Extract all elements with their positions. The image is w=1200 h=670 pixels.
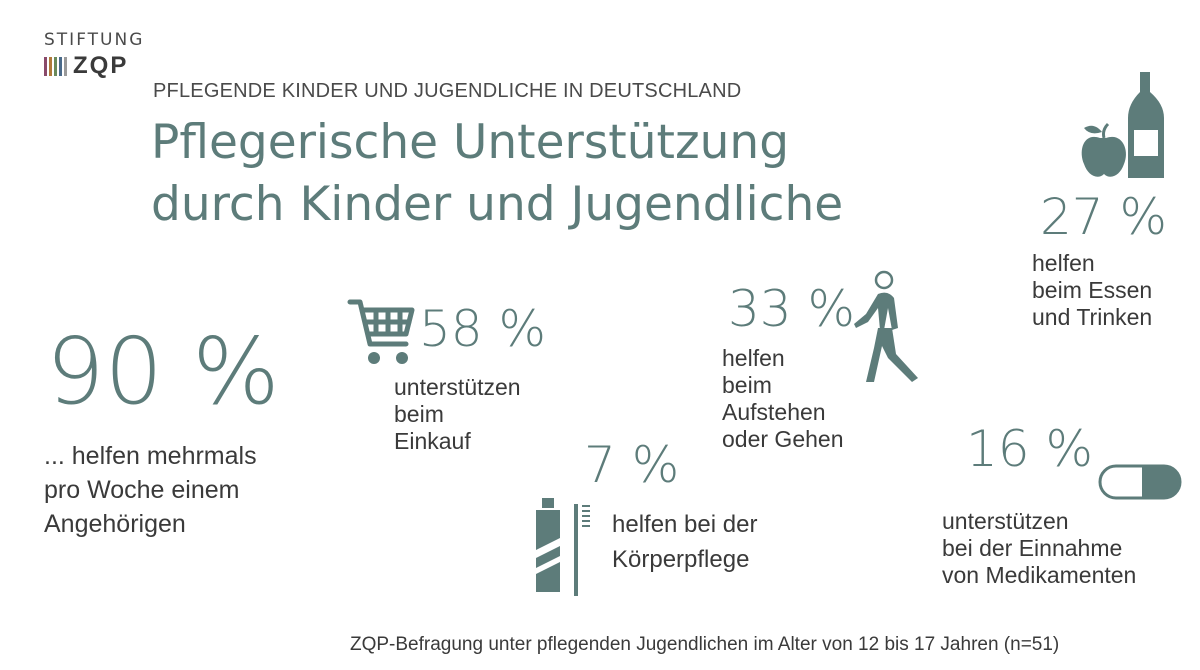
eating-line: beim Essen	[1032, 277, 1153, 303]
kicker: PFLEGENDE KINDER UND JUGENDLICHE IN DEUT…	[153, 80, 742, 102]
medication-line: unterstützen	[942, 508, 1069, 534]
medication-percentage: 16 %	[966, 420, 1094, 478]
medication-line: von Medikamenten	[942, 562, 1137, 588]
pill-capsule-icon	[1098, 464, 1182, 500]
shopping-percentage: 58 %	[419, 300, 547, 358]
page-title: Pflegerische Unterstützung durch Kinder …	[151, 112, 843, 236]
weekly-line: Angehörigen	[44, 510, 186, 538]
mobility-percentage: 33 %	[728, 280, 856, 338]
logo-bars-icon	[44, 56, 69, 76]
medication-line: bei der Einnahme	[942, 535, 1123, 561]
walking-person-icon	[854, 270, 918, 382]
medication-description: unterstützen bei der Einnahme von Medika…	[942, 508, 1136, 589]
weekly-description: ... helfen mehrmals pro Woche einem Ange…	[44, 439, 257, 541]
hygiene-description: helfen bei der Körperpflege	[612, 507, 757, 577]
apple-bottle-icon	[1081, 72, 1164, 178]
mobility-line: oder Gehen	[722, 426, 844, 452]
shopping-line: Einkauf	[394, 428, 471, 454]
title-line-1: Pflegerische Unterstützung	[151, 115, 790, 170]
weekly-line: pro Woche einem	[44, 476, 240, 504]
hygiene-percentage: 7 %	[584, 436, 680, 494]
shopping-cart-icon	[347, 299, 415, 364]
hygiene-line: helfen bei der	[612, 511, 758, 538]
mobility-line: beim	[722, 372, 772, 398]
eating-line: helfen	[1032, 250, 1095, 276]
eating-description: helfen beim Essen und Trinken	[1032, 250, 1152, 331]
weekly-percentage: 90 %	[46, 318, 280, 425]
mobility-line: helfen	[722, 345, 785, 371]
hygiene-line: Körperpflege	[612, 546, 750, 573]
shopping-description: unterstützen beim Einkauf	[394, 374, 521, 455]
eating-percentage: 27 %	[1040, 188, 1168, 246]
weekly-line: ... helfen mehrmals	[44, 442, 257, 470]
logo: ZQP	[44, 52, 128, 80]
shopping-line: unterstützen	[394, 374, 521, 400]
logo-stiftung-text: STIFTUNG	[44, 30, 145, 50]
eating-line: und Trinken	[1032, 304, 1153, 330]
source-footnote: ZQP-Befragung unter pflegenden Jugendlic…	[350, 634, 1060, 655]
shopping-line: beim	[394, 401, 444, 427]
mobility-description: helfen beim Aufstehen oder Gehen	[722, 345, 843, 453]
title-line-2: durch Kinder und Jugendliche	[151, 177, 844, 232]
logo-name: ZQP	[73, 52, 129, 79]
mobility-line: Aufstehen	[722, 399, 826, 425]
toothpaste-toothbrush-icon	[536, 498, 590, 596]
